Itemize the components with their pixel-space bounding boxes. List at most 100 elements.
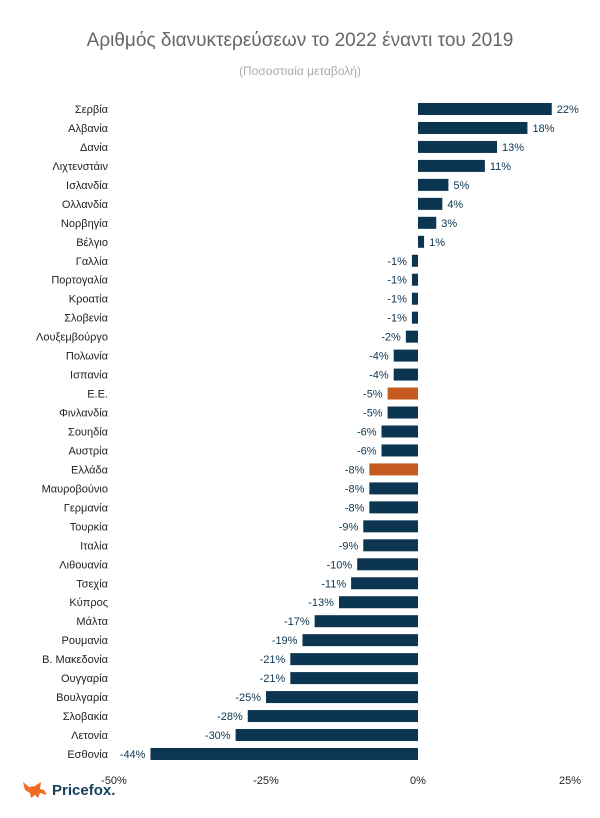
data-label: -8% [345, 464, 365, 476]
x-tick-label: -50% [101, 775, 127, 787]
category-label: Σλοβακία [63, 711, 109, 723]
chart-subtitle: (Ποσοστιαία μεταβολή) [239, 64, 361, 78]
bar [235, 729, 418, 742]
category-label: Ουγγαρία [61, 673, 109, 685]
data-label: -8% [345, 502, 365, 514]
category-label: Πορτογαλία [51, 275, 108, 287]
data-label: 11% [490, 161, 511, 173]
bar [369, 482, 418, 495]
bar [381, 444, 418, 457]
category-label: Εσθονία [67, 749, 108, 761]
data-label: 4% [447, 199, 463, 211]
bar [266, 691, 418, 704]
data-label: -11% [321, 578, 346, 590]
data-label: -5% [363, 389, 383, 401]
category-label: Πολωνία [66, 351, 109, 363]
data-label: -4% [369, 370, 389, 382]
category-label: Κροατία [69, 294, 109, 306]
data-label: -28% [217, 711, 243, 723]
bar [150, 747, 419, 760]
bar [290, 672, 418, 685]
bar [338, 596, 418, 609]
bar [369, 463, 418, 476]
data-label: 18% [532, 123, 554, 135]
category-label: Λετονία [71, 730, 109, 742]
data-label: -6% [357, 426, 377, 438]
category-label: Νορβηγία [61, 218, 109, 230]
data-label: -13% [308, 597, 334, 609]
data-label: -19% [272, 635, 298, 647]
x-tick-label: -25% [253, 775, 279, 787]
data-label: -5% [363, 408, 383, 420]
chart-title: Αριθμός διανυκτερεύσεων το 2022 έναντι τ… [86, 30, 514, 51]
category-label: Αυστρία [68, 445, 108, 457]
bar [302, 634, 418, 647]
data-label: 3% [441, 218, 457, 230]
data-label: -4% [369, 351, 389, 363]
data-label: -25% [235, 692, 261, 704]
data-label: -1% [387, 313, 407, 325]
data-label: -10% [327, 559, 353, 571]
category-label: Λιχτενστάιν [52, 161, 108, 173]
category-label: Γερμανία [64, 502, 109, 514]
data-label: -1% [387, 256, 407, 268]
bar [405, 330, 418, 343]
category-label: Ρουμανία [62, 635, 109, 647]
category-label: Βέλγιο [76, 237, 108, 249]
bar [357, 558, 418, 571]
x-tick-label: 0% [410, 775, 426, 787]
category-label: Φινλανδία [59, 408, 108, 420]
category-label: Δανία [80, 142, 109, 154]
category-label: Ε.Ε. [87, 389, 108, 401]
category-label: Σουηδία [68, 426, 109, 438]
category-label: Ολλανδία [62, 199, 109, 211]
bar [393, 349, 418, 362]
pricefox-logo: Pricefox. [22, 781, 115, 799]
bar [411, 273, 418, 286]
bar [290, 653, 418, 666]
x-tick-label: 25% [559, 775, 581, 787]
category-label: Β. Μακεδονία [42, 654, 109, 666]
bar [393, 368, 418, 381]
bar [247, 710, 418, 723]
category-label: Λιθουανία [59, 559, 108, 571]
bar [418, 178, 449, 191]
bar [381, 425, 418, 438]
category-label: Βουλγαρία [56, 692, 109, 704]
data-label: -1% [387, 275, 407, 287]
data-label: 22% [557, 104, 579, 116]
data-label: -30% [205, 730, 231, 742]
category-label: Αλβανία [68, 123, 108, 135]
category-label: Σερβία [75, 104, 109, 116]
data-label: -8% [345, 483, 365, 495]
category-label: Ισλανδία [66, 180, 109, 192]
data-label: -44% [120, 749, 146, 761]
bar [411, 254, 418, 267]
bar [411, 311, 418, 324]
bar [363, 520, 418, 533]
category-label: Ισπανία [70, 370, 109, 382]
bar [418, 103, 552, 115]
fox-icon [23, 782, 47, 798]
data-label: 13% [502, 142, 524, 154]
bar [387, 406, 418, 419]
bar [369, 501, 418, 514]
bar [387, 387, 418, 400]
bar [314, 615, 418, 628]
data-label: -9% [339, 521, 359, 533]
bar [418, 140, 498, 153]
bar [351, 577, 418, 590]
bar [411, 292, 418, 305]
bar [418, 121, 528, 134]
bar [418, 216, 437, 229]
data-label: -21% [260, 654, 286, 666]
brand-name: Pricefox. [52, 781, 116, 799]
bar [363, 539, 418, 552]
category-label: Μαυροβούνιο [42, 483, 108, 495]
data-label: -9% [339, 540, 359, 552]
bar [418, 197, 443, 210]
data-label: -6% [357, 445, 377, 457]
category-label: Ελλάδα [71, 464, 109, 476]
data-label: -21% [260, 673, 286, 685]
